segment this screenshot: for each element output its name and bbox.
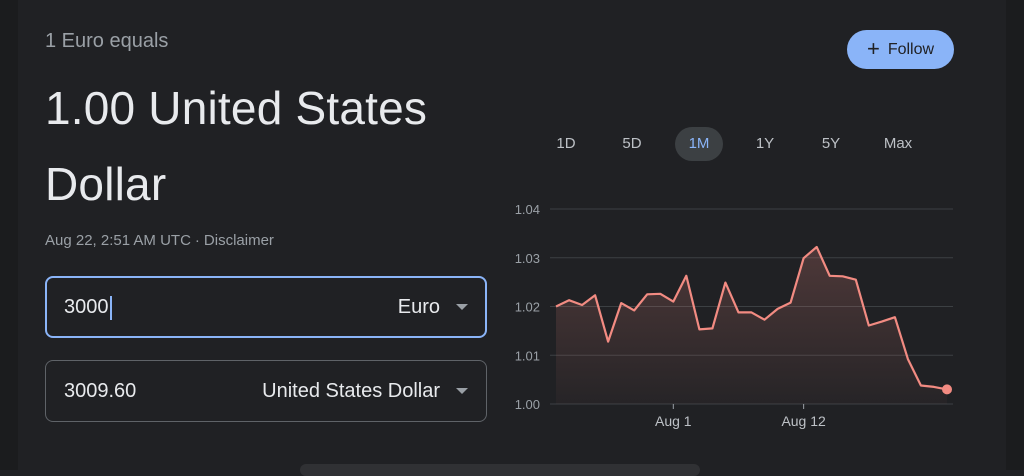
disclaimer-link[interactable]: Disclaimer (203, 232, 274, 249)
timestamp-row: Aug 22, 2:51 AM UTC · Disclaimer (45, 232, 274, 249)
tab-1y[interactable]: 1Y (755, 135, 775, 152)
timestamp: Aug 22, 2:51 AM UTC (45, 232, 191, 249)
follow-button[interactable]: + Follow (847, 30, 954, 69)
y-axis-labels: 1.04 1.03 1.02 1.01 1.00 (515, 202, 540, 412)
y-tick-label: 1.02 (515, 300, 540, 315)
conversion-result-line2: Dollar (45, 158, 167, 210)
right-edge (1006, 0, 1024, 470)
conversion-result: 1.00 United States Dollar (45, 70, 485, 222)
tab-1d[interactable]: 1D (556, 135, 576, 152)
to-amount-value[interactable]: 3009.60 (64, 380, 137, 402)
chevron-down-icon[interactable] (456, 304, 468, 310)
text-caret (109, 295, 112, 320)
from-amount-field[interactable]: 3000 Euro (45, 276, 487, 338)
tab-max[interactable]: Max (883, 135, 913, 152)
latest-point[interactable] (942, 384, 952, 395)
y-tick-label: 1.00 (515, 397, 540, 412)
rate-area (556, 247, 947, 404)
from-amount-text[interactable]: 3000 (64, 296, 109, 318)
bottom-panel-edge (300, 464, 700, 476)
plus-icon: + (866, 35, 880, 61)
x-axis-labels: Aug 1 Aug 12 (655, 404, 826, 429)
from-currency-select[interactable]: Euro (397, 296, 440, 318)
separator: · (194, 232, 200, 249)
tab-1m[interactable]: 1M (675, 127, 723, 161)
x-tick-label: Aug 1 (655, 413, 692, 429)
from-amount-value[interactable]: 3000 (64, 278, 112, 336)
to-currency-select[interactable]: United States Dollar (262, 380, 440, 402)
rate-line (555, 245, 948, 391)
y-tick-label: 1.03 (515, 251, 540, 266)
chevron-down-icon[interactable] (456, 388, 468, 394)
conversion-result-line1: 1.00 United States (45, 82, 428, 134)
tab-5d[interactable]: 5D (622, 135, 642, 152)
y-tick-label: 1.01 (515, 348, 540, 363)
tab-5y[interactable]: 5Y (821, 135, 841, 152)
left-edge (0, 0, 18, 470)
x-tick-label: Aug 12 (781, 413, 826, 429)
exchange-rate-chart: 1.04 1.03 1.02 1.01 1.00 Aug 1 Aug 12 (515, 202, 953, 429)
range-tabs: 1D 5D 1M 1Y 5Y Max (533, 127, 953, 163)
y-tick-label: 1.04 (515, 202, 540, 217)
follow-label: Follow (887, 40, 935, 58)
to-amount-field[interactable]: 3009.60 United States Dollar (45, 360, 487, 422)
conversion-label: 1 Euro equals (45, 30, 169, 52)
